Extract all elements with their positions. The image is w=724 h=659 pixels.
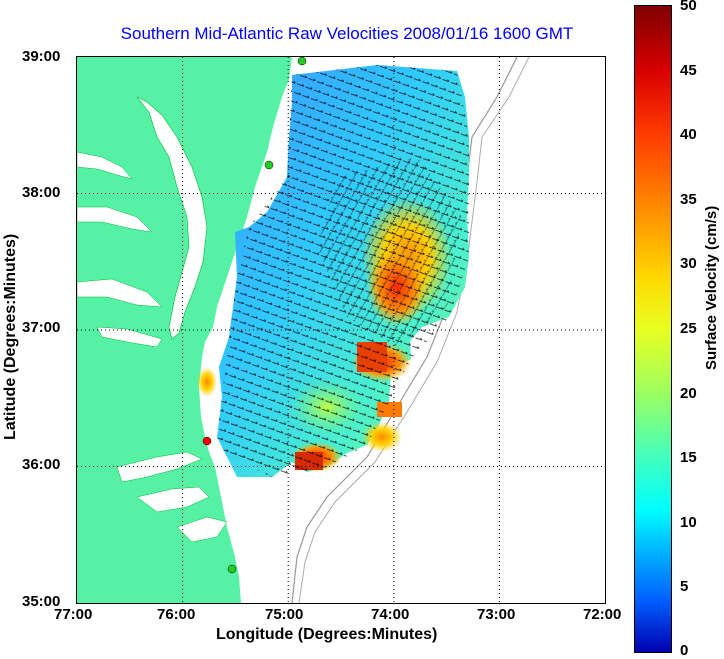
velocity-field (197, 65, 469, 477)
lon-tick: 77:00 (54, 606, 93, 623)
map-canvas (77, 57, 605, 603)
colorbar-tick: 40 (680, 126, 697, 143)
lat-tick: 36:00 (22, 456, 61, 473)
lon-tick: 76:00 (157, 606, 196, 623)
y-axis-label: Latitude (Degrees:Minutes) (2, 233, 19, 440)
lon-tick: 74:00 (371, 606, 410, 623)
lon-tick: 73:00 (477, 606, 516, 623)
colorbar-tick: 10 (680, 514, 697, 531)
colorbar (634, 5, 672, 653)
lat-tick: 39:00 (22, 48, 61, 65)
station-marker-green (227, 564, 237, 574)
grid (77, 57, 605, 603)
colorbar-tick: 30 (680, 255, 697, 272)
station-marker-red (202, 436, 212, 446)
colorbar-tick: 5 (680, 578, 689, 595)
lon-tick: 75:00 (265, 606, 304, 623)
lat-tick: 37:00 (22, 319, 61, 336)
chesapeake-bay (136, 96, 208, 340)
lat-tick: 38:00 (22, 184, 61, 201)
colorbar-tick: 50 (680, 0, 697, 14)
colorbar-tick: 45 (680, 62, 697, 79)
colorbar-tick: 25 (680, 320, 697, 337)
colorbar-tick: 15 (680, 449, 697, 466)
colorbar-tick: 35 (680, 191, 697, 208)
station-marker-green (297, 57, 307, 66)
map-title: Southern Mid-Atlantic Raw Velocities 200… (120, 24, 574, 43)
x-axis-label: Longitude (Degrees:Minutes) (216, 626, 438, 643)
lat-tick: 35:00 (22, 593, 61, 610)
lon-tick: 72:00 (583, 606, 622, 623)
colorbar-tick: 20 (680, 385, 697, 402)
colorbar-label: Surface Velocity (cm/s) (703, 205, 720, 370)
station-marker-green (264, 160, 274, 170)
map-plot-area[interactable] (76, 56, 606, 604)
colorbar-tick: 0 (680, 642, 689, 659)
